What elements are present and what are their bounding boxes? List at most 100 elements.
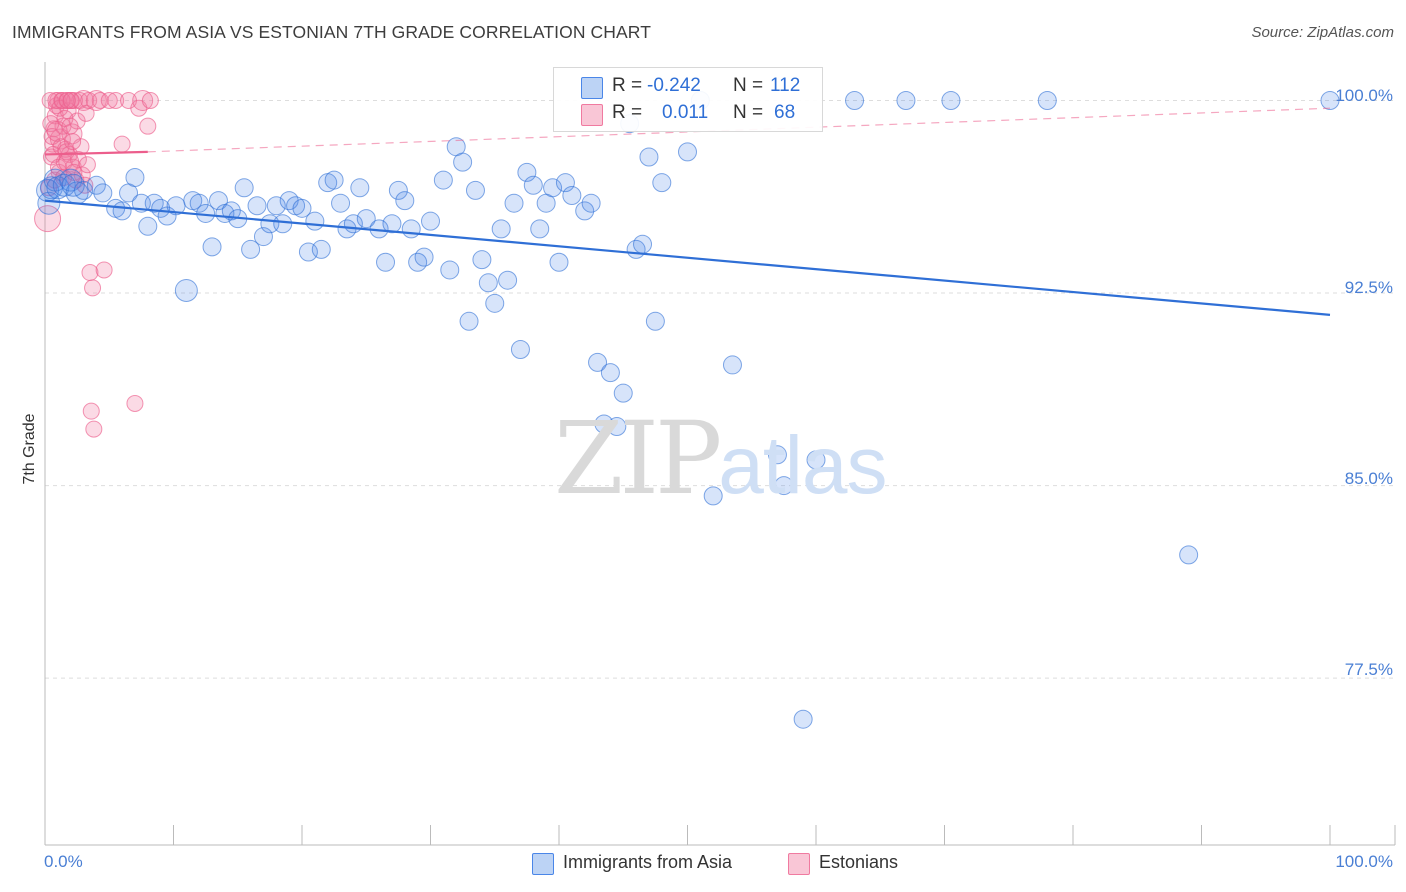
x-tick-label: 0.0% — [44, 852, 83, 871]
asia-point — [1320, 91, 1340, 111]
legend-swatch-asia — [581, 77, 603, 99]
asia-point — [305, 211, 325, 231]
asia-point — [241, 239, 261, 259]
asia-point — [61, 173, 85, 197]
asia-point — [806, 450, 826, 470]
legend-row-asia: R = -0.242 N = 112 — [554, 75, 822, 103]
asia-trend-line — [44, 199, 1331, 316]
asia-point — [645, 311, 665, 331]
asia-point — [221, 201, 241, 221]
asia-point — [421, 211, 440, 231]
legend-row-estonians: R = 0.011 N = 68 — [554, 102, 822, 130]
asia-point — [453, 152, 473, 172]
chart-title: IMMIGRANTS FROM ASIA VS ESTONIAN 7TH GRA… — [12, 22, 652, 42]
legend-label-estonians: Estonians — [819, 852, 899, 872]
asia-point — [151, 198, 171, 218]
asia-point — [382, 214, 402, 234]
estonians-point — [58, 151, 80, 173]
estonians-point — [113, 135, 131, 153]
watermark-zip: ZIP — [554, 400, 722, 517]
source-label: Source: ZipAtlas.com — [1251, 24, 1394, 41]
estonians-points — [34, 90, 159, 438]
asia-point — [37, 191, 61, 215]
asia-point — [414, 247, 434, 267]
asia-point — [324, 170, 344, 190]
asia-point — [607, 417, 627, 437]
asia-point — [722, 355, 742, 375]
estonians-point — [80, 92, 98, 110]
asia-point — [202, 237, 222, 257]
asia-point — [459, 311, 479, 331]
asia-point — [523, 175, 543, 195]
asia-point — [1037, 91, 1057, 111]
estonians-trend-line — [44, 150, 148, 156]
asia-point — [356, 209, 376, 229]
watermark: ZIPatlas — [554, 400, 888, 517]
asia-point — [331, 193, 351, 213]
asia-point — [485, 293, 505, 313]
asia-point — [247, 196, 267, 216]
asia-point — [793, 709, 813, 729]
asia-point — [633, 234, 653, 254]
y-tick-label: 100.0% — [1335, 86, 1393, 105]
legend-n-value: 112 — [770, 75, 801, 96]
asia-point — [189, 193, 209, 213]
asia-point — [266, 196, 286, 216]
asia-point — [896, 91, 916, 111]
asia-point — [86, 175, 106, 195]
legend-swatch-estonians — [581, 104, 603, 126]
estonians-point — [57, 143, 75, 161]
asia-point — [433, 170, 453, 190]
asia-point — [138, 216, 158, 236]
legend-n-label: N = — [733, 102, 764, 123]
asia-point — [613, 383, 633, 403]
legend-swatch-estonians — [788, 853, 810, 875]
estonians-point — [85, 420, 103, 438]
legend-r-value: -0.242 — [647, 75, 701, 96]
asia-point — [941, 91, 961, 111]
estonians-point — [82, 402, 100, 420]
asia-point — [440, 260, 460, 280]
asia-point — [549, 252, 569, 272]
asia-point — [652, 173, 672, 193]
asia-point — [144, 193, 164, 213]
estonians-point — [81, 264, 99, 282]
asia-point — [395, 191, 415, 211]
estonians-point — [47, 92, 65, 110]
asia-point — [311, 239, 331, 259]
asia-point — [292, 198, 312, 218]
asia-point — [388, 180, 408, 200]
estonians-point — [141, 92, 159, 110]
y-tick-label: 85.0% — [1344, 469, 1393, 488]
asia-point — [234, 178, 254, 198]
y-axis-label: 7th Grade — [21, 413, 38, 485]
estonians-point — [64, 133, 82, 151]
watermark-atlas: atlas — [718, 420, 887, 511]
legend-label-asia: Immigrants from Asia — [563, 852, 733, 872]
asia-point — [639, 147, 659, 167]
legend-n-value: 68 — [774, 102, 796, 123]
estonians-point — [78, 156, 96, 174]
legend-swatch-asia — [532, 853, 554, 875]
asia-point — [678, 142, 697, 162]
asia-point — [575, 201, 595, 221]
estonians-point — [77, 104, 95, 122]
y-tick-label: 92.5% — [1344, 278, 1393, 297]
estonians-point — [107, 92, 125, 110]
asia-point — [588, 352, 608, 372]
estonians-point — [91, 92, 109, 110]
estonians-point — [126, 394, 144, 412]
asia-point — [581, 193, 601, 213]
asia-point — [491, 219, 511, 239]
legend-r-value: 0.011 — [662, 102, 709, 123]
asia-points — [36, 91, 1340, 729]
asia-point — [498, 270, 518, 290]
estonians-point — [72, 138, 90, 156]
asia-point — [273, 214, 293, 234]
legend-r-label: R = — [612, 75, 643, 96]
legend-n-label: N = — [733, 75, 764, 96]
correlation-legend: R = -0.242 N = 112 R = 0.011 N = 68 — [553, 67, 823, 132]
asia-point — [465, 180, 485, 200]
asia-point — [562, 185, 582, 205]
